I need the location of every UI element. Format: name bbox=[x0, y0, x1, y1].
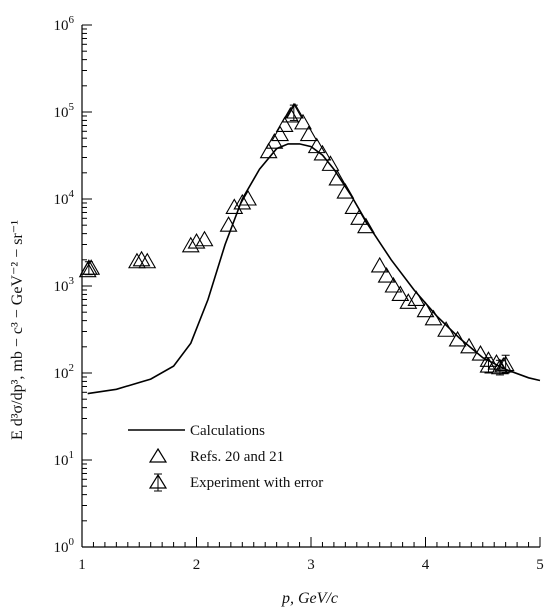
experiment-data-point bbox=[479, 357, 498, 374]
legend-label-calculations: Calculations bbox=[190, 423, 265, 439]
ref-data-point bbox=[138, 252, 157, 269]
ref-data-point bbox=[377, 266, 396, 283]
ref-data-point bbox=[336, 183, 355, 199]
ref-data-point bbox=[321, 155, 340, 171]
x-tick-label: 2 bbox=[193, 557, 201, 573]
x-tick-label: 1 bbox=[78, 557, 86, 573]
experiment-data-point bbox=[79, 259, 98, 276]
ref-data-point bbox=[391, 285, 410, 301]
y-tick-label: 104 bbox=[54, 188, 75, 208]
x-tick-label: 4 bbox=[422, 557, 430, 573]
legend: Calculations Refs. 20 and 21 Experiment … bbox=[128, 423, 323, 492]
ref-data-point bbox=[233, 193, 252, 210]
y-tick-label: 102 bbox=[54, 362, 75, 382]
y-tick-label: 105 bbox=[54, 101, 75, 121]
ref-data-point bbox=[344, 198, 363, 214]
ref-data-point bbox=[259, 142, 278, 159]
y-tick-label: 101 bbox=[54, 449, 75, 469]
markers-layer bbox=[78, 102, 515, 376]
ticks bbox=[81, 24, 541, 548]
ref-data-point bbox=[128, 252, 146, 269]
legend-label-refs: Refs. 20 and 21 bbox=[190, 449, 284, 465]
ref-data-point bbox=[437, 321, 456, 337]
ref-data-point bbox=[225, 198, 244, 214]
ref-data-point bbox=[219, 216, 238, 232]
ref-data-point bbox=[460, 337, 478, 354]
experiment-data-point bbox=[496, 354, 515, 374]
y-tick-label: 106 bbox=[54, 14, 75, 34]
y-tick-label: 100 bbox=[54, 536, 75, 556]
ref-data-point bbox=[299, 125, 318, 142]
ref-data-point bbox=[281, 106, 300, 123]
ref-data-point bbox=[448, 330, 467, 347]
ref-data-point bbox=[424, 309, 443, 326]
tick-labels: 100 101 102 103 104 105 106 1 2 3 4 5 bbox=[54, 14, 544, 573]
ref-data-point bbox=[471, 344, 490, 361]
ref-data-point bbox=[195, 230, 214, 247]
y-tick-label: 103 bbox=[54, 275, 75, 295]
legend-marker-refs bbox=[148, 447, 168, 463]
ref-data-point bbox=[265, 133, 284, 149]
ref-data-point bbox=[407, 290, 426, 307]
y-axis-title: E d³σ/dp³, mb − c³ − GeV⁻² − sr⁻¹ bbox=[9, 220, 26, 440]
ref-data-point bbox=[416, 301, 435, 318]
ref-data-point bbox=[275, 116, 294, 133]
ref-data-point bbox=[313, 144, 332, 161]
ref-data-point bbox=[132, 250, 151, 267]
experiment-data-point bbox=[284, 102, 303, 121]
ref-data-point bbox=[294, 113, 312, 130]
ref-data-point bbox=[370, 256, 389, 273]
ref-data-point bbox=[239, 189, 257, 206]
ref-data-point bbox=[307, 137, 326, 154]
ref-data-point bbox=[357, 217, 375, 234]
x-axis-title: p, GeV/c bbox=[281, 590, 338, 607]
legend-marker-experiment bbox=[148, 473, 168, 492]
ref-data-point bbox=[399, 293, 418, 309]
x-tick-label: 5 bbox=[536, 557, 544, 573]
ref-data-point bbox=[187, 232, 206, 249]
legend-label-experiment: Experiment with error bbox=[190, 475, 323, 491]
ref-data-point bbox=[384, 276, 403, 293]
calculation-curve bbox=[87, 143, 541, 395]
axes bbox=[81, 25, 540, 548]
ref-data-point bbox=[328, 169, 347, 186]
ref-data-point bbox=[181, 236, 200, 253]
x-tick-label: 3 bbox=[307, 557, 315, 573]
ref-data-point bbox=[350, 209, 369, 225]
ref-data-point bbox=[271, 125, 290, 142]
calculation-curve-layer bbox=[87, 143, 541, 395]
ref-data-point bbox=[494, 357, 513, 373]
